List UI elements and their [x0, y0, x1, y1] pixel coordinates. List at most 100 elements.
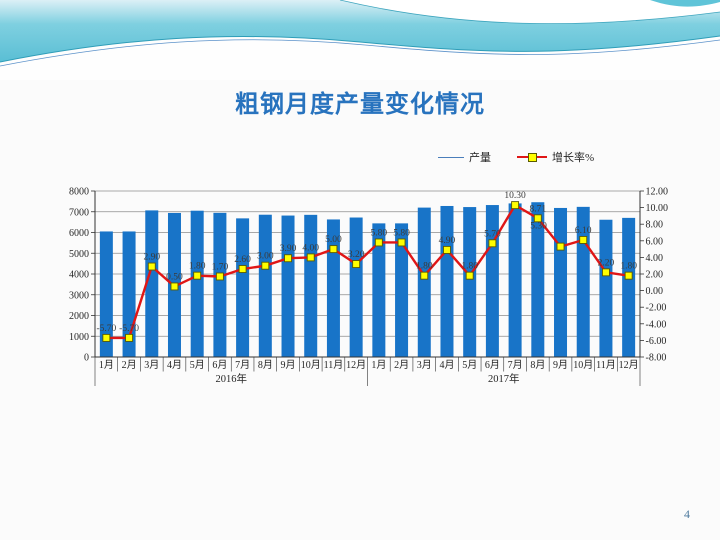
data-labels: -5.70 -5.70 2.90 0.50 1.80 1.70 2.60 3.00 3.90 4.…: [96, 191, 637, 334]
right-axis-tick-label: -6.00: [646, 336, 667, 347]
line-marker: [579, 236, 588, 244]
bar: [99, 231, 113, 357]
left-axis-tick-label: 2000: [69, 311, 89, 322]
legend-item-production: 产量: [438, 149, 491, 165]
right-axis-tick-label: -2.00: [646, 303, 667, 314]
line-marker: [443, 245, 451, 254]
line-marker: [215, 272, 224, 281]
month-label: 3月: [144, 359, 159, 371]
category-axis: 1月 2月 3月 4月 5月 6月 7月 8月 9月 10月 11月 12月 1月 2月 3月 4月 5月 6月 7…: [94, 357, 641, 386]
growth-data-label: 10.30: [504, 191, 526, 201]
legend-label-production: 产量: [469, 152, 491, 164]
line-marker: [284, 254, 292, 263]
line-marker: [420, 271, 429, 280]
bar: [554, 207, 568, 357]
growth-data-label: 5.80: [393, 228, 410, 238]
line-marker: [306, 253, 315, 262]
bar: [485, 205, 499, 357]
left-axis-tick-label: 8000: [69, 187, 89, 198]
bar: [213, 212, 227, 357]
left-axis-tick-label: 3000: [69, 290, 89, 301]
wave-stroke-blue: [0, 39, 720, 67]
bar: [622, 217, 636, 357]
line-marker: [374, 238, 383, 247]
growth-data-label: 6.10: [575, 226, 592, 236]
bar: [372, 223, 386, 357]
line-marker: [352, 260, 361, 268]
month-label: 7月: [508, 359, 523, 371]
month-label: 1月: [371, 359, 386, 371]
year-label: 2016年: [216, 372, 248, 385]
bar: [326, 219, 340, 357]
month-label: 7月: [235, 359, 250, 371]
line-marker: [170, 282, 179, 291]
bar: [304, 214, 318, 357]
month-label: 12月: [619, 359, 639, 371]
bar: [599, 219, 613, 357]
growth-data-label: 5.30: [530, 222, 547, 232]
bar: [190, 210, 204, 357]
month-label: 10月: [301, 359, 321, 371]
month-label: 9月: [281, 359, 296, 371]
month-label: 5月: [190, 359, 205, 371]
growth-data-label: 3.90: [280, 244, 297, 254]
bar: [258, 214, 272, 357]
growth-data-label: 4.90: [439, 236, 456, 246]
right-axis-tick-label: 2.00: [646, 270, 664, 281]
bar: [508, 203, 522, 357]
wave-top-right: [340, 0, 720, 24]
line-marker: [238, 265, 247, 273]
growth-data-label: 1.80: [620, 262, 637, 272]
growth-data-label: 8.71: [530, 204, 547, 214]
left-axis-tick-label: 5000: [69, 249, 89, 260]
month-label: 3月: [417, 359, 432, 371]
month-label: 11月: [596, 359, 616, 371]
legend-item-growth: 增长率%: [517, 149, 594, 165]
line-marker: [261, 261, 270, 270]
growth-data-label: 1.80: [416, 262, 433, 272]
growth-data-label: 2.20: [598, 258, 615, 268]
month-label: 9月: [553, 359, 568, 371]
line-marker: [533, 214, 542, 223]
growth-data-label: 1.80: [461, 262, 478, 272]
right-axis-tick-label: 12.00: [646, 187, 669, 198]
growth-data-label: 3.00: [257, 252, 274, 262]
legend-label-growth: 增长率%: [552, 152, 595, 164]
month-label: 4月: [439, 359, 454, 371]
bar: [281, 215, 295, 357]
line-marker: [329, 245, 338, 254]
right-axis-tick-label: 10.00: [646, 203, 669, 214]
growth-data-label: 2.60: [234, 255, 251, 265]
month-label: 1月: [99, 359, 114, 371]
bar: [463, 207, 477, 357]
growth-data-label: 5.00: [325, 235, 342, 245]
growth-data-label: 2.90: [143, 253, 160, 263]
right-axis-tick-label: -8.00: [646, 353, 667, 364]
growth-data-label: 5.80: [371, 228, 388, 238]
left-axis-tick-label: 1000: [69, 332, 89, 343]
month-label: 12月: [346, 359, 366, 371]
growth-data-label: 5.70: [484, 229, 501, 239]
line-marker: [488, 239, 497, 248]
growth-data-label: 1.80: [189, 262, 206, 272]
growth-marker-icon: [528, 153, 537, 162]
month-label: 6月: [212, 359, 227, 371]
growth-data-label: 3.20: [348, 250, 365, 260]
growth-data-label: -5.70: [96, 324, 116, 334]
line-marker: [147, 262, 156, 271]
line-marker: [556, 242, 565, 251]
bar: [395, 223, 409, 357]
wave-main-white: [0, 36, 720, 80]
left-axis-tick-label: 6000: [69, 228, 89, 239]
month-label: 5月: [462, 359, 477, 371]
line-marker: [397, 238, 406, 247]
wave-stroke-teal: [0, 35, 720, 63]
left-axis-tick-label: 0: [84, 353, 89, 364]
year-label: 2017年: [488, 372, 520, 385]
left-axis-tick-label: 7000: [69, 207, 89, 218]
growth-line: [105, 203, 630, 340]
growth-data-label: -5.70: [119, 324, 139, 334]
bar: [236, 218, 250, 357]
month-label: 2月: [394, 359, 409, 371]
